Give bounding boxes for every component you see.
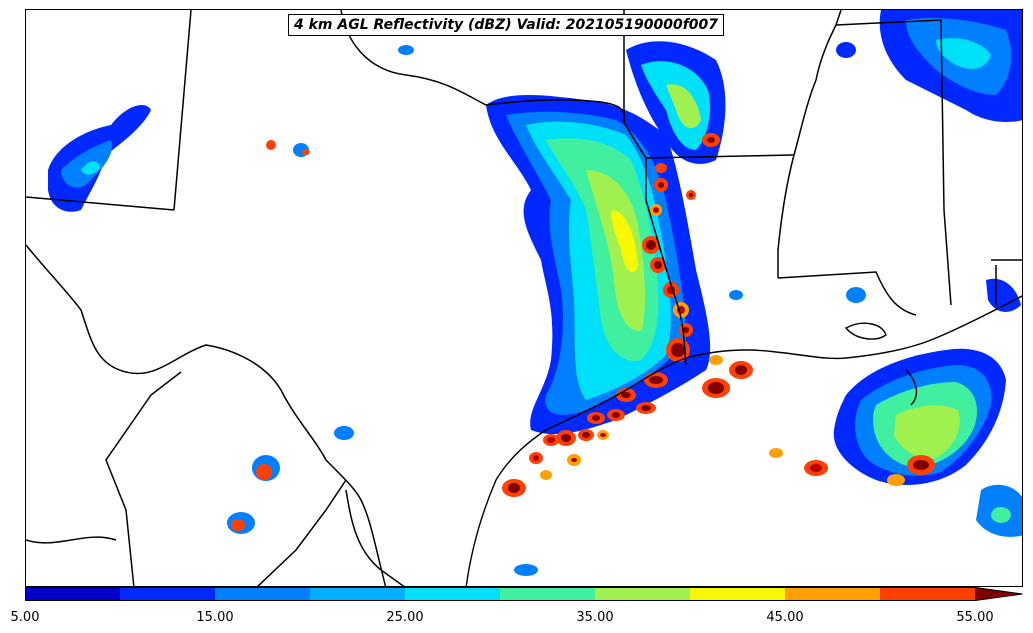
echo-cell <box>256 464 272 480</box>
echo-cell <box>655 163 667 173</box>
echo-cell <box>991 507 1011 523</box>
colorbar-segments <box>25 587 1023 601</box>
echo-cell <box>334 426 354 440</box>
echo-cell <box>707 137 715 143</box>
colorbar-segment <box>310 587 406 601</box>
echo-cell <box>846 287 866 303</box>
colorbar-segment <box>785 587 881 601</box>
colorbar-tick-label: 25.00 <box>386 610 424 625</box>
echo-cell <box>266 140 276 150</box>
echo-cell <box>887 474 905 486</box>
echo-cell <box>398 45 414 55</box>
colorbar-segment <box>595 587 691 601</box>
echo-cell <box>729 290 743 300</box>
echo-blob <box>666 84 701 129</box>
echo-blob <box>986 278 1021 312</box>
mexico-border <box>26 244 405 586</box>
echo-blob <box>894 405 960 459</box>
echo-cell <box>810 464 822 472</box>
reflectivity-field <box>48 10 1022 576</box>
echo-blob <box>611 210 638 273</box>
colorbar-tick-label: 5.00 <box>10 610 40 625</box>
coastline <box>465 295 1022 586</box>
colorbar-segment <box>405 587 501 601</box>
state-boundaries <box>26 10 1022 366</box>
colorbar-tick-label: 55.00 <box>956 610 994 625</box>
colorbar-tick-label: 35.00 <box>576 610 614 625</box>
colorbar-segment <box>500 587 596 601</box>
echo-blob <box>936 38 991 69</box>
echo-cell <box>769 448 783 458</box>
echo-cell <box>913 460 929 470</box>
colorbar-segment <box>215 587 311 601</box>
map-panel <box>25 9 1023 587</box>
colorbar-extend-arrow <box>975 587 1023 601</box>
colorbar-tick-label: 45.00 <box>766 610 804 625</box>
colorbar <box>25 587 1023 601</box>
echo-cell <box>514 564 538 576</box>
colorbar-outline <box>25 587 1023 601</box>
reflectivity-map <box>26 10 1022 586</box>
echo-cell <box>231 519 245 531</box>
echo-cell <box>836 42 856 58</box>
echo-cell <box>302 149 310 155</box>
colorbar-segment <box>25 587 121 601</box>
colorbar-segment <box>120 587 216 601</box>
coastal-cells <box>502 355 753 497</box>
colorbar-segment <box>880 587 976 601</box>
echo-blob <box>586 170 645 331</box>
echo-blob <box>61 140 112 188</box>
map-title: 4 km AGL Reflectivity (dBZ) Valid: 20210… <box>288 14 725 36</box>
colorbar-tick-label: 15.00 <box>196 610 234 625</box>
echo-blob <box>81 161 100 175</box>
colorbar-segment <box>690 587 786 601</box>
